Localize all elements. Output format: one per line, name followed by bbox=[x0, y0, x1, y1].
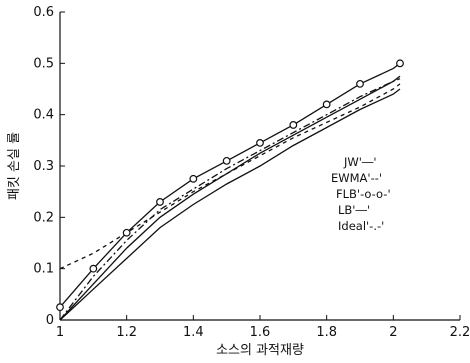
series-line-ideal bbox=[59, 78, 401, 321]
legend-entry-ewma: EWMA'--' bbox=[331, 171, 382, 185]
series-line-jw bbox=[59, 88, 401, 321]
legend-entry-jw: JW'―' bbox=[343, 155, 377, 169]
y-tick-label: 0.6 bbox=[33, 5, 54, 20]
x-tick-label: 2 bbox=[389, 325, 397, 340]
series-line-flb bbox=[59, 62, 401, 308]
y-tick-label: 0.1 bbox=[33, 262, 54, 277]
series-marker-flb bbox=[156, 198, 164, 206]
legend-entry-lb: LB'―' bbox=[338, 203, 370, 217]
x-tick-label: 2.2 bbox=[450, 325, 470, 340]
series-marker-flb bbox=[322, 100, 331, 109]
x-ticks: 1 1.2 1.4 1.6 1.8 2 2.2 bbox=[56, 315, 470, 340]
legend-entry-ideal: Ideal'-.-' bbox=[338, 219, 384, 233]
series-marker-flb bbox=[396, 59, 404, 68]
y-tick-label: 0.3 bbox=[33, 159, 54, 174]
x-tick-label: 1.8 bbox=[316, 325, 337, 340]
series-marker-flb bbox=[289, 121, 298, 129]
series-marker-flb bbox=[189, 174, 198, 183]
x-tick-label: 1.6 bbox=[250, 325, 271, 340]
series-layer bbox=[56, 59, 404, 321]
series-marker-flb bbox=[256, 138, 264, 147]
legend-entry-flb: FLB'-o-o-' bbox=[336, 187, 391, 201]
series-marker-flb bbox=[222, 156, 231, 165]
y-tick-label: 0.2 bbox=[33, 210, 54, 225]
y-tick-label: 0.4 bbox=[33, 108, 54, 123]
plot-area: 1 1.2 1.4 1.6 1.8 2 2.2 0 0.1 0.2 0.3 0.4 0.5 0.6 bbox=[33, 5, 470, 340]
x-tick-label: 1.2 bbox=[116, 325, 137, 340]
series-marker-flb bbox=[56, 303, 64, 312]
x-tick-label: 1 bbox=[56, 325, 64, 340]
x-axis-title: 소스의 과적재량 bbox=[216, 343, 304, 358]
y-ticks: 0 0.1 0.2 0.3 0.4 0.5 0.6 bbox=[33, 5, 65, 328]
series-marker-flb bbox=[89, 264, 98, 273]
y-tick-label: 0.5 bbox=[33, 56, 54, 71]
y-tick-label: 0 bbox=[46, 313, 54, 328]
y-axis-title: 패킷 손실 률 bbox=[7, 132, 22, 200]
series-line-lb bbox=[59, 75, 401, 321]
legend: JW'―' EWMA'--' FLB'-o-o-' LB'―' Ideal'-.-' bbox=[331, 155, 391, 233]
series-line-ewma bbox=[59, 83, 401, 270]
x-tick-label: 1.4 bbox=[183, 325, 204, 340]
series-marker-flb bbox=[356, 79, 364, 88]
series-marker-flb bbox=[122, 228, 131, 237]
